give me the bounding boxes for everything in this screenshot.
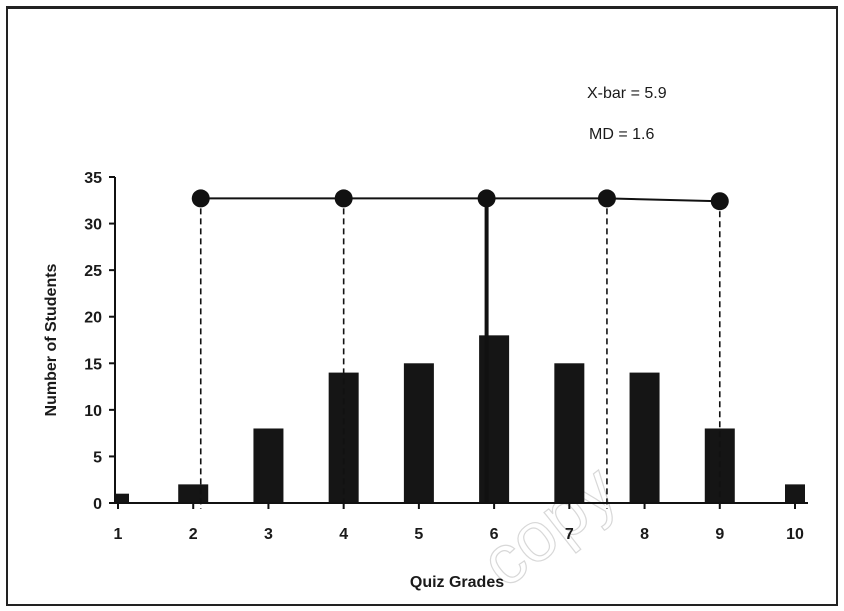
- y-tick-label-30: 30: [84, 217, 102, 234]
- x-tick-label-1: 1: [114, 526, 123, 543]
- md-annotation: MD = 1.6: [589, 126, 654, 143]
- deviation-marker-5: [710, 192, 729, 211]
- y-tick-label-35: 35: [84, 170, 102, 187]
- y-tick-label-0: 0: [93, 496, 102, 513]
- bar-8: [629, 372, 660, 503]
- deviation-connector-line: [200, 197, 720, 203]
- bar-6: [479, 335, 510, 503]
- x-ticks: 1 2 3 4 5 6 7 8 9 10: [114, 503, 804, 543]
- y-tick-label-5: 5: [93, 449, 102, 466]
- x-tick-label-5: 5: [414, 526, 423, 543]
- x-tick-label-6: 6: [490, 526, 499, 543]
- deviation-dashed-lines: [199, 198, 721, 509]
- x-tick-label-7: 7: [565, 526, 574, 543]
- x-tick-label-3: 3: [264, 526, 273, 543]
- mean-annotation: X-bar = 5.9: [587, 85, 667, 102]
- y-ticks: 0 5 10 15 20 25 30 35: [84, 170, 115, 513]
- bars: [115, 335, 805, 503]
- y-tick-label-25: 25: [84, 263, 102, 280]
- x-axis-title: Quiz Grades: [410, 574, 504, 591]
- x-tick-label-2: 2: [189, 526, 198, 543]
- bar-2: [178, 484, 209, 503]
- deviation-marker-4: [597, 189, 616, 208]
- deviation-markers: [191, 189, 729, 211]
- bar-7: [554, 363, 585, 503]
- x-tick-label-9: 9: [715, 526, 724, 543]
- bar-10: [785, 484, 805, 503]
- y-axis-title: Number of Students: [43, 263, 60, 416]
- x-tick-label-10: 10: [786, 526, 804, 543]
- x-tick-label-4: 4: [339, 526, 348, 543]
- deviation-marker-2: [334, 189, 353, 208]
- bar-3: [253, 428, 284, 503]
- deviation-marker-3: [477, 189, 496, 208]
- y-tick-label-10: 10: [84, 403, 102, 420]
- chart-frame: [6, 6, 838, 606]
- x-tick-label-8: 8: [640, 526, 649, 543]
- y-tick-label-20: 20: [84, 310, 102, 327]
- axes: [114, 177, 808, 504]
- y-tick-label-15: 15: [84, 356, 102, 373]
- bar-1: [115, 493, 129, 503]
- bar-5: [403, 363, 434, 503]
- deviation-marker-1: [191, 189, 210, 208]
